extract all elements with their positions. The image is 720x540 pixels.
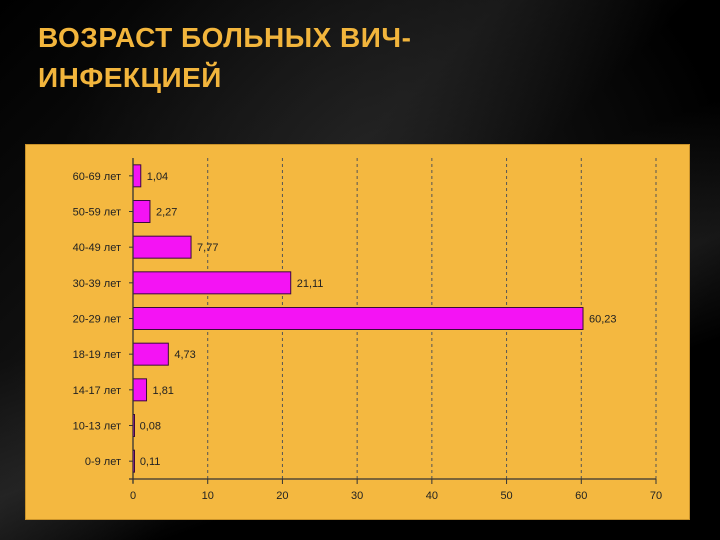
bar bbox=[132, 271, 292, 295]
slide-title: ВОЗРАСТ БОЛЬНЫХ ВИЧ- ИНФЕКЦИЕЙ bbox=[38, 18, 678, 98]
x-tick-label: 50 bbox=[500, 490, 512, 502]
bar bbox=[132, 378, 148, 402]
category-label: 0-9 лет bbox=[85, 456, 121, 468]
x-tick-label: 70 bbox=[650, 490, 662, 502]
category-label: 30-39 лет bbox=[73, 278, 121, 290]
data-label: 0,11 bbox=[140, 456, 161, 468]
x-tick-label: 30 bbox=[351, 490, 363, 502]
bar bbox=[132, 342, 169, 366]
bar bbox=[132, 200, 151, 223]
slide-title-line1: ВОЗРАСТ БОЛЬНЫХ ВИЧ- bbox=[38, 22, 412, 53]
category-label: 50-59 лет bbox=[73, 207, 121, 219]
category-label: 18-19 лет bbox=[73, 349, 121, 361]
category-label: 40-49 лет bbox=[73, 242, 121, 254]
data-label: 2,27 bbox=[156, 207, 177, 219]
bar bbox=[132, 307, 584, 330]
data-label: 7,77 bbox=[197, 242, 218, 254]
x-tick-label: 0 bbox=[130, 490, 136, 502]
x-tick-label: 60 bbox=[575, 490, 587, 502]
category-label: 14-17 лет bbox=[73, 385, 121, 397]
data-label: 1,04 bbox=[147, 171, 168, 183]
x-tick-label: 10 bbox=[202, 490, 214, 502]
category-label: 10-13 лет bbox=[73, 421, 121, 433]
data-label: 21,11 bbox=[297, 278, 324, 290]
data-label: 4,73 bbox=[174, 349, 195, 361]
category-label: 60-69 лет bbox=[73, 171, 121, 183]
data-label: 0,08 bbox=[140, 421, 161, 433]
bar bbox=[132, 235, 192, 259]
category-label: 20-29 лет bbox=[73, 314, 121, 326]
x-tick-label: 20 bbox=[276, 490, 288, 502]
data-label: 60,23 bbox=[589, 314, 617, 326]
data-label: 1,81 bbox=[153, 385, 174, 397]
slide-title-line2: ИНФЕКЦИЕЙ bbox=[38, 62, 222, 93]
bar bbox=[132, 164, 142, 188]
x-tick-label: 40 bbox=[426, 490, 438, 502]
